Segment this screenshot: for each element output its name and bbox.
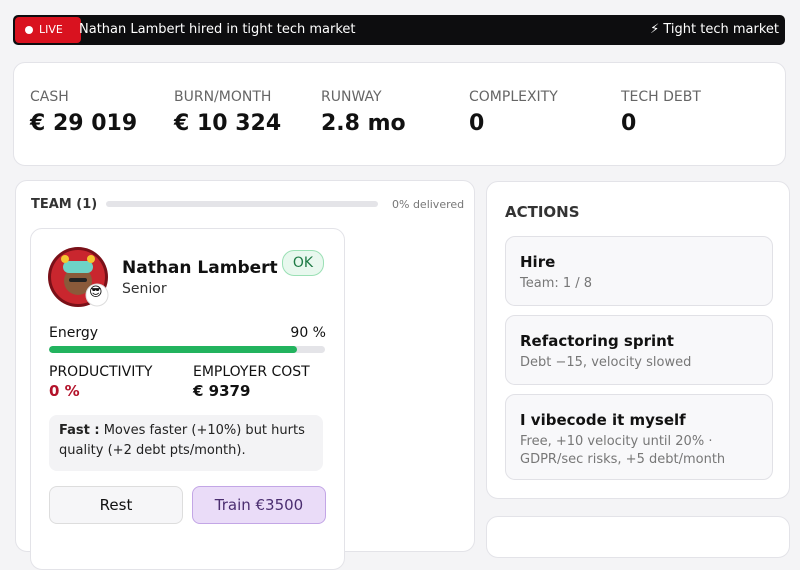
productivity-value: 0 %	[49, 382, 80, 400]
trait-name: Fast :	[59, 423, 100, 438]
live-label: LIVE	[39, 23, 63, 36]
action-title: Refactoring sprint	[520, 332, 674, 350]
stat-value: 0	[621, 111, 637, 136]
member-card: 😎 Nathan Lambert Senior OK Energy 90 % P…	[30, 228, 345, 570]
action-detail: Team: 1 / 8	[520, 276, 593, 291]
member-name: Nathan Lambert	[122, 258, 278, 278]
team-title: TEAM (1)	[31, 197, 98, 212]
action-card[interactable]: Hire Team: 1 / 8	[505, 236, 773, 306]
action-card[interactable]: Refactoring sprint Debt −15, velocity sl…	[505, 315, 773, 385]
cost-value: € 9379	[193, 382, 251, 400]
team-panel: TEAM (1) 0% delivered 😎 Nathan Lambert S…	[15, 180, 475, 570]
stat-label: COMPLEXITY	[469, 89, 558, 105]
stat-label: CASH	[30, 89, 69, 105]
action-card[interactable]: I vibecode it myself Free, +10 velocity …	[505, 394, 773, 480]
status-badge: OK	[282, 250, 324, 276]
trait-box: Fast : Moves faster (+10%) but hurts qua…	[49, 415, 323, 471]
avatar-badge: 😎	[89, 285, 103, 300]
energy-track	[49, 346, 325, 353]
action-title: I vibecode it myself	[520, 411, 686, 429]
member-level: Senior	[122, 281, 167, 297]
action-detail: Debt −15, velocity slowed	[520, 355, 692, 370]
actions-title: ACTIONS	[505, 203, 580, 221]
page: LIVE Nathan Lambert hired in tight tech …	[13, 15, 790, 570]
productivity-label: PRODUCTIVITY	[49, 364, 153, 380]
rest-button[interactable]: Rest	[49, 486, 183, 524]
delivery-track	[106, 201, 378, 207]
delivery-label: 0% delivered	[392, 198, 465, 211]
stat-value: 0	[469, 111, 485, 136]
avatar	[48, 247, 109, 307]
train-button[interactable]: Train €3500	[192, 486, 326, 524]
action-title: Hire	[520, 253, 556, 271]
energy-value: 90 %	[290, 325, 326, 341]
stat-value: 2.8 mo	[321, 111, 406, 136]
energy-bar	[49, 346, 298, 353]
trait-text: Moves faster (+10%) but hurts quality (+…	[59, 423, 305, 458]
actions-panel: ACTIONS Hire Team: 1 / 8 Refactoring spr…	[486, 181, 790, 499]
news-ticker: LIVE Nathan Lambert hired in tight tech …	[13, 15, 785, 45]
stat-label: BURN/MONTH	[174, 89, 272, 105]
energy-label: Energy	[49, 325, 99, 341]
headline: Nathan Lambert hired in tight tech marke…	[79, 22, 356, 37]
live-badge: LIVE	[15, 17, 81, 43]
stat-value: € 29 019	[30, 111, 138, 136]
stat-value: € 10 324	[174, 111, 282, 136]
stats-card: CASH € 29 019 BURN/MONTH € 10 324 RUNWAY…	[13, 62, 786, 166]
market-tag: ⚡ Tight tech market	[650, 22, 779, 37]
stat-label: TECH DEBT	[621, 89, 701, 105]
stat-label: RUNWAY	[321, 89, 382, 105]
action-detail: Free, +10 velocity until 20% · GDPR/sec …	[520, 434, 726, 467]
next-panel	[486, 516, 790, 558]
cost-label: EMPLOYER COST	[193, 364, 310, 380]
